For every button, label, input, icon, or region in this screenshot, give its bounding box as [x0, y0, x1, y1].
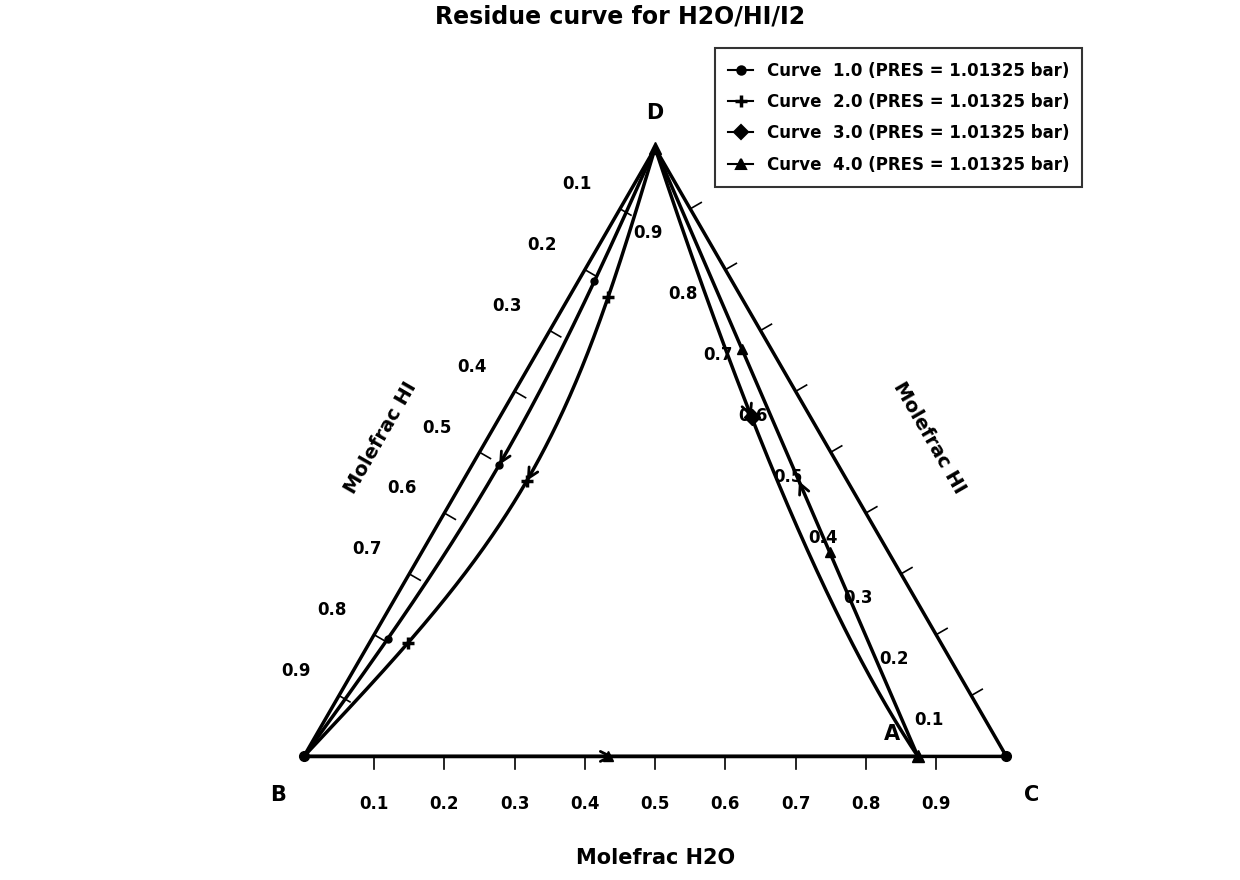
Text: B: B — [270, 784, 286, 804]
Text: 0.9: 0.9 — [281, 662, 311, 680]
Text: 0.2: 0.2 — [527, 236, 557, 254]
Text: 0.9: 0.9 — [632, 224, 662, 242]
Text: 0.5: 0.5 — [423, 419, 451, 436]
Text: 0.4: 0.4 — [570, 795, 600, 813]
Text: 0.6: 0.6 — [711, 795, 740, 813]
Text: 0.3: 0.3 — [492, 297, 522, 315]
Text: 0.3: 0.3 — [500, 795, 529, 813]
Text: Molefrac HI: Molefrac HI — [341, 379, 420, 497]
Text: 0.8: 0.8 — [668, 285, 697, 304]
Text: 0.5: 0.5 — [774, 468, 802, 486]
Text: Molefrac H2O: Molefrac H2O — [575, 847, 734, 868]
Text: A: A — [884, 723, 900, 744]
Text: 0.9: 0.9 — [921, 795, 951, 813]
Text: 0.7: 0.7 — [781, 795, 811, 813]
Text: 0.2: 0.2 — [429, 795, 459, 813]
Text: 0.4: 0.4 — [458, 358, 487, 376]
Text: 0.6: 0.6 — [387, 480, 417, 497]
Text: 0.8: 0.8 — [317, 601, 346, 620]
Text: 0.5: 0.5 — [640, 795, 670, 813]
Title: Residue curve for H2O/HI/I2: Residue curve for H2O/HI/I2 — [435, 4, 805, 28]
Text: 0.3: 0.3 — [843, 590, 873, 607]
Text: 0.8: 0.8 — [851, 795, 880, 813]
Text: 0.1: 0.1 — [563, 175, 591, 194]
Text: 0.4: 0.4 — [808, 529, 838, 546]
Text: 0.7: 0.7 — [352, 540, 382, 558]
Text: 0.2: 0.2 — [879, 650, 908, 668]
Text: 0.6: 0.6 — [738, 407, 768, 425]
Text: 0.7: 0.7 — [703, 346, 733, 364]
Text: D: D — [646, 104, 663, 123]
Text: C: C — [1024, 784, 1039, 804]
Text: Molefrac HI: Molefrac HI — [889, 379, 968, 497]
Legend: Curve  1.0 (PRES = 1.01325 bar), Curve  2.0 (PRES = 1.01325 bar), Curve  3.0 (PR: Curve 1.0 (PRES = 1.01325 bar), Curve 2.… — [714, 48, 1083, 187]
Text: 0.1: 0.1 — [360, 795, 389, 813]
Text: 0.1: 0.1 — [914, 711, 944, 730]
